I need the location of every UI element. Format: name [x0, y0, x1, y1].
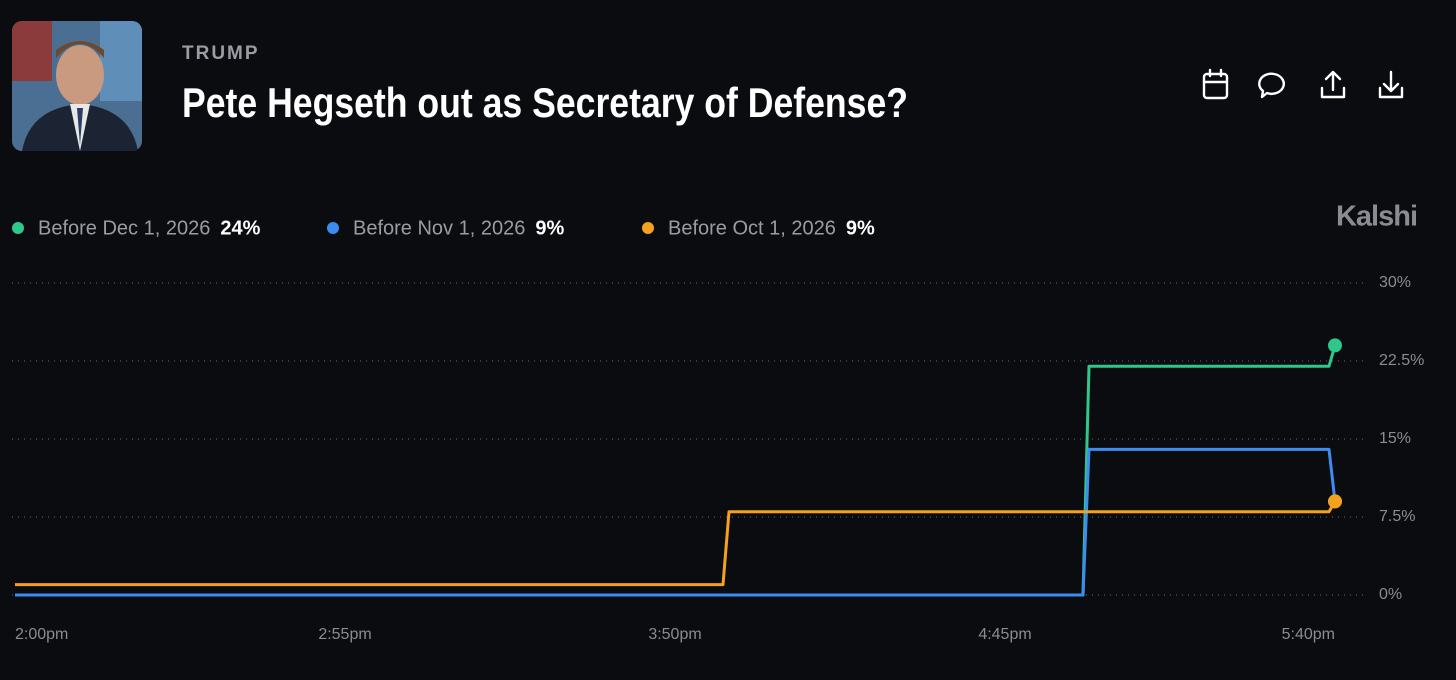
x-tick-label: 2:00pm: [15, 626, 68, 643]
end-dot: [1328, 494, 1342, 509]
brand: Kalshi: [1336, 201, 1417, 233]
x-tick-label: 5:40pm: [1282, 626, 1335, 643]
end-dot: [1328, 338, 1342, 353]
download-button[interactable]: [1378, 70, 1404, 99]
legend-value: 9%: [535, 217, 564, 239]
share-button[interactable]: [1320, 70, 1346, 99]
legend-value: 9%: [846, 217, 875, 239]
calendar-button[interactable]: [1202, 68, 1229, 100]
legend-label: Before Nov 1, 2026: [353, 217, 525, 239]
legend-marker: [327, 222, 339, 234]
y-tick-label: 7.5%: [1379, 508, 1415, 525]
category: TRUMP: [182, 43, 260, 64]
y-tick-label: 30%: [1379, 274, 1411, 291]
y-tick-label: 22.5%: [1379, 352, 1424, 369]
x-tick-label: 3:50pm: [648, 626, 701, 643]
legend-marker: [642, 222, 654, 234]
legend-label: Before Oct 1, 2026: [668, 217, 836, 239]
legend-value: 24%: [220, 217, 260, 239]
comment-button[interactable]: [1258, 72, 1285, 99]
y-tick-label: 15%: [1379, 430, 1411, 447]
title: Pete Hegseth out as Secretary of Defense…: [182, 79, 908, 126]
legend-label: Before Dec 1, 2026: [38, 217, 210, 239]
legend-marker: [12, 222, 24, 234]
x-tick-label: 4:45pm: [978, 626, 1031, 643]
series-line: [15, 500, 1337, 587]
x-tick-label: 2:55pm: [318, 626, 371, 643]
avatar: [12, 21, 142, 151]
y-tick-label: 0%: [1379, 586, 1402, 603]
series-line: [15, 447, 1337, 597]
